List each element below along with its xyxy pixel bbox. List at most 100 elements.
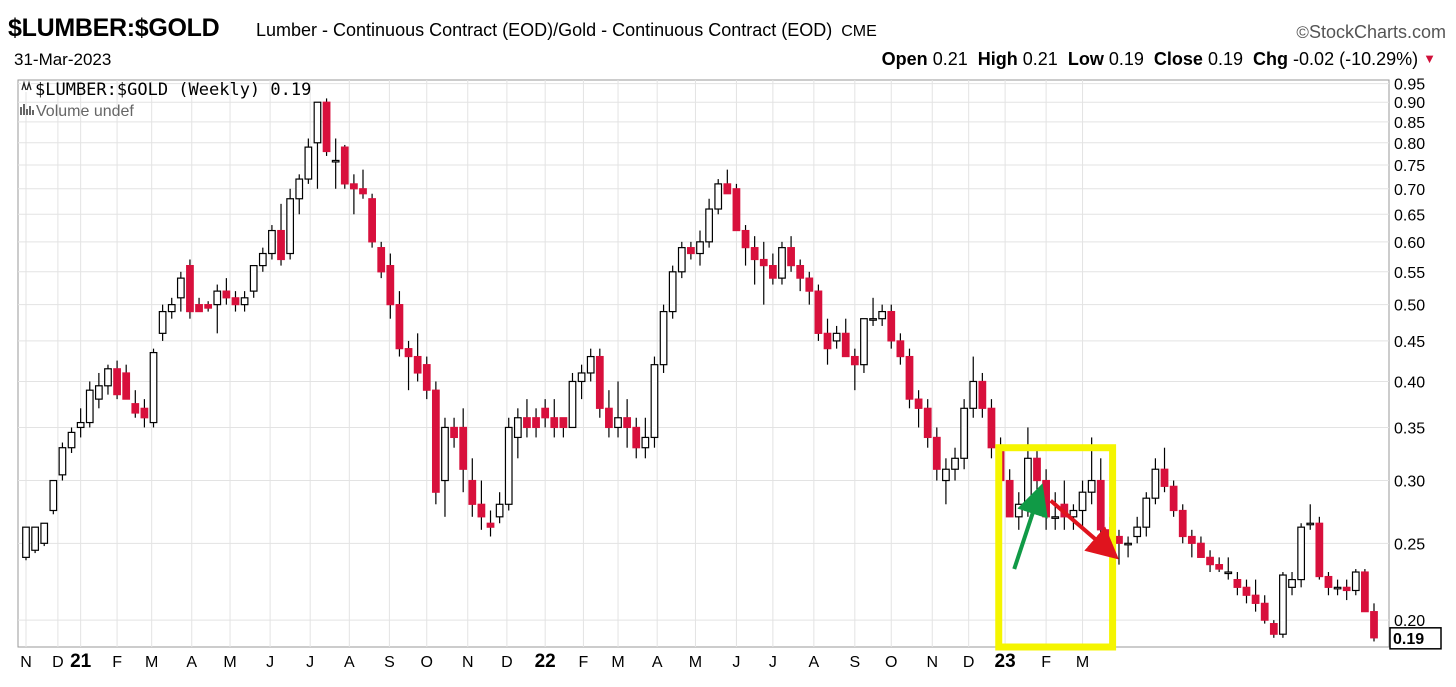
candle-body-down xyxy=(450,426,458,439)
last-value-box xyxy=(1389,627,1442,650)
candle-body-down xyxy=(723,183,732,195)
candle-body-down xyxy=(1370,611,1378,639)
candle-body-down xyxy=(195,304,203,313)
candle xyxy=(832,325,841,349)
candle-body-down xyxy=(204,304,213,309)
candle xyxy=(942,458,950,505)
y-tick-label: 0.40 xyxy=(1394,374,1425,391)
x-tick-label: A xyxy=(186,654,197,671)
candle-body-down xyxy=(805,277,814,292)
candle xyxy=(1224,557,1233,580)
y-tick-label: 0.70 xyxy=(1394,182,1425,199)
candle xyxy=(431,381,440,505)
x-tick-label: O xyxy=(885,654,897,671)
chg-value: -0.02 (-10.29%) xyxy=(1293,49,1419,69)
candle-body-up xyxy=(258,252,267,267)
candle-body-down xyxy=(377,247,386,273)
candle-body-up xyxy=(268,229,276,255)
y-tick-label: 0.95 xyxy=(1394,77,1425,94)
candle xyxy=(486,510,495,537)
candle-body-up xyxy=(504,426,513,505)
candle xyxy=(94,372,103,409)
candle xyxy=(577,364,586,400)
candle-body-down xyxy=(841,332,850,358)
candle xyxy=(1251,579,1260,612)
candle-body-up xyxy=(650,364,659,439)
candle xyxy=(1342,579,1351,601)
candle-body-up xyxy=(1051,516,1060,519)
x-tick-label: J xyxy=(769,654,777,671)
candle-body-up xyxy=(878,310,887,320)
candle-body-up xyxy=(22,526,30,558)
candle-body-down xyxy=(759,258,768,267)
candle xyxy=(1260,595,1269,624)
candle-body-down xyxy=(1260,602,1269,621)
candle-body-down xyxy=(1361,571,1369,613)
candle xyxy=(1133,516,1142,544)
candle-legend-glyph xyxy=(21,80,32,91)
candle-body-down xyxy=(422,364,431,391)
open-label: Open xyxy=(881,49,928,69)
candle-body-up xyxy=(1024,457,1032,505)
candle xyxy=(1142,492,1151,537)
candle xyxy=(350,174,358,215)
x-tick-label: D xyxy=(52,654,64,671)
y-tick-label: 0.20 xyxy=(1394,613,1425,630)
x-tick-label: F xyxy=(1041,654,1051,671)
candle xyxy=(40,522,49,547)
candle xyxy=(422,356,431,400)
candle-body-down xyxy=(477,503,486,518)
candle-body-up xyxy=(1279,574,1287,635)
candle xyxy=(878,304,887,326)
candle xyxy=(896,333,905,365)
candle xyxy=(195,297,203,313)
candle-body-up xyxy=(313,101,322,144)
y-tick-label: 0.90 xyxy=(1394,95,1425,112)
candle xyxy=(1361,569,1369,613)
candle xyxy=(340,144,349,189)
candle xyxy=(1051,492,1060,530)
candle-body-up xyxy=(942,468,950,482)
exchange-label: CME xyxy=(841,23,877,40)
candle-body-up xyxy=(1151,468,1160,499)
candle xyxy=(1242,579,1251,604)
candle xyxy=(595,348,604,418)
candle-body-up xyxy=(149,351,158,424)
candle-body-down xyxy=(1033,457,1041,482)
x-tick-label: J xyxy=(306,654,314,671)
candle xyxy=(750,236,759,285)
candle-body-up xyxy=(1069,509,1078,518)
candle-body-down xyxy=(222,290,231,299)
candle-body-up xyxy=(832,332,841,342)
candle xyxy=(850,348,859,391)
candle-body-down xyxy=(386,265,395,306)
candle-body-up xyxy=(1333,586,1342,590)
candle xyxy=(213,284,222,334)
candle xyxy=(450,417,458,448)
candle-body-up xyxy=(304,146,313,180)
candle-body-down xyxy=(1169,485,1178,512)
candle-body-up xyxy=(40,522,49,544)
candle-body-down xyxy=(1215,564,1224,570)
candle xyxy=(104,364,112,395)
candle xyxy=(586,348,595,382)
candle-body-down xyxy=(340,146,349,185)
candle xyxy=(67,427,76,453)
y-tick-label: 0.25 xyxy=(1394,536,1425,553)
candle xyxy=(787,236,795,272)
candle-body-down xyxy=(987,407,996,449)
brand-watermark[interactable]: ©StockCharts.com xyxy=(1296,22,1446,43)
ohlc-summary: Open 0.21 High 0.21 Low 0.19 Close 0.19 … xyxy=(882,49,1436,70)
x-tick-label: A xyxy=(809,654,820,671)
chart-legend: $LUMBER:$GOLD (Weekly) 0.19 Volume undef xyxy=(20,80,311,120)
candle-body-up xyxy=(1087,479,1096,493)
candle-body-up xyxy=(94,385,103,400)
candle-body-up xyxy=(67,431,76,449)
candle-body-down xyxy=(1197,542,1205,558)
candle-body-down xyxy=(687,247,695,255)
candle-body-up xyxy=(85,389,94,424)
candle xyxy=(796,259,805,292)
candle xyxy=(1315,516,1324,580)
candle-body-down xyxy=(404,348,413,358)
